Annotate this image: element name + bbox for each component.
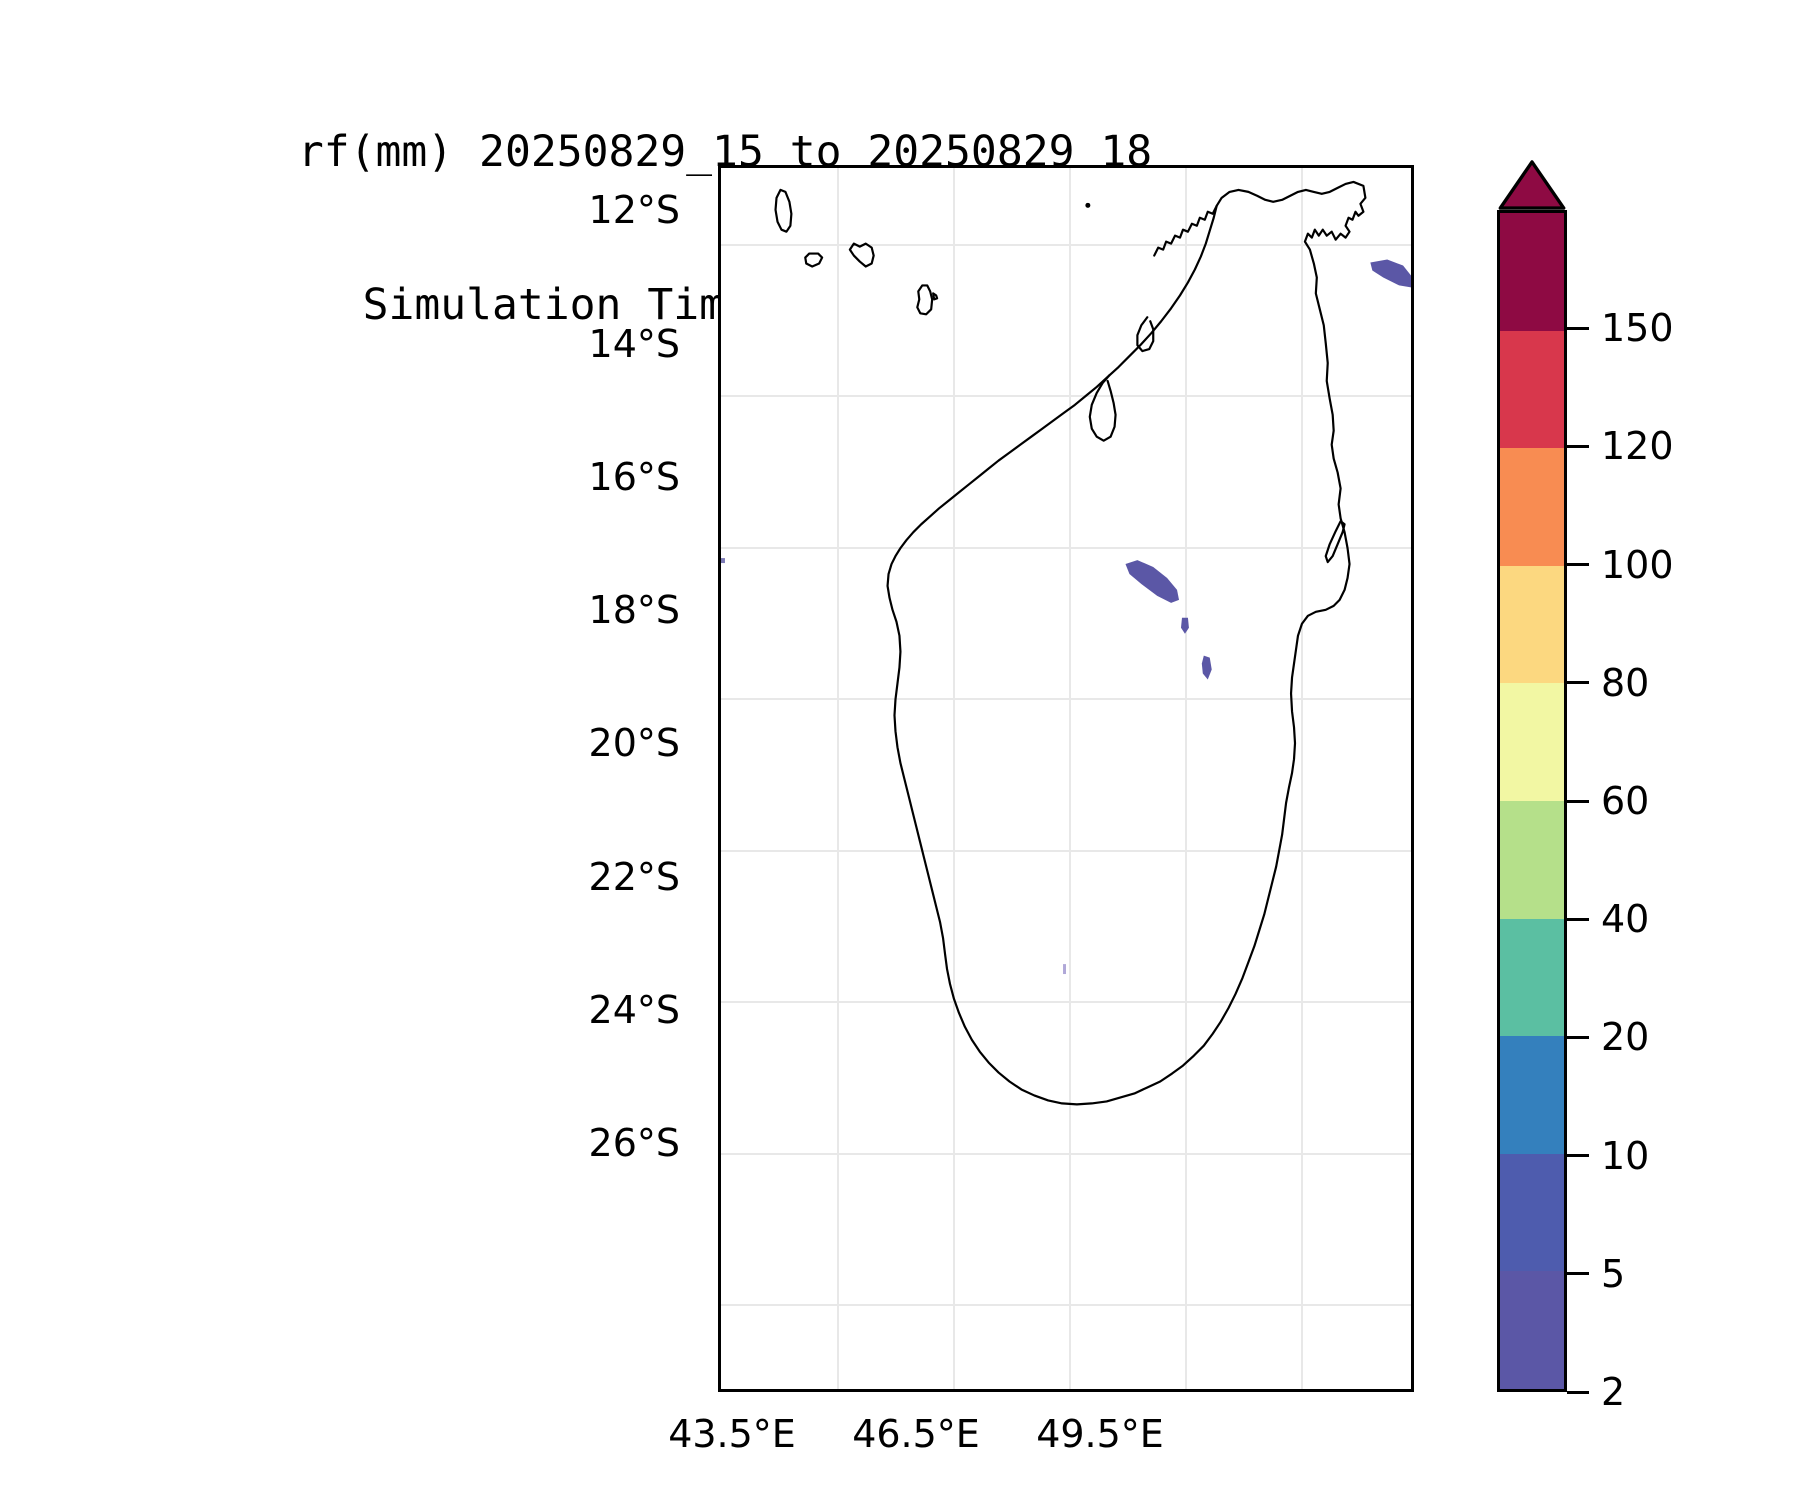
rain-cell-northeast <box>1370 259 1411 288</box>
ytick-label-26s: 26°S <box>588 1121 680 1165</box>
gridline-horizontal <box>721 546 1411 549</box>
xtick-label-435e: 43.5°E <box>668 1412 796 1456</box>
ytick-label-22s: 22°S <box>588 855 680 899</box>
colorbar-segment <box>1500 1153 1564 1272</box>
colorbar-tick-label: 100 <box>1601 542 1674 587</box>
colorbar-tick-mark <box>1567 799 1589 803</box>
colorbar-tick-mark <box>1567 1390 1589 1394</box>
gridline-horizontal <box>721 1001 1411 1004</box>
colorbar-tick-label: 120 <box>1601 424 1674 469</box>
colorbar-tick-label: 2 <box>1601 1370 1626 1414</box>
gridline-vertical <box>1069 168 1071 1389</box>
gridline-vertical <box>837 168 839 1389</box>
rain-cell-interior-trace <box>1063 964 1066 975</box>
colorbar-tick-label: 5 <box>1601 1251 1626 1296</box>
madagascar-coastline <box>774 180 1367 1106</box>
gridline-horizontal <box>721 849 1411 852</box>
colorbar-tick-mark <box>1567 444 1589 448</box>
rain-cell-east-central <box>1125 560 1180 603</box>
gridline-vertical <box>953 168 955 1389</box>
colorbar-tick-mark <box>1567 326 1589 330</box>
colorbar-gradient <box>1497 210 1567 1392</box>
ytick-label-24s: 24°S <box>588 988 680 1032</box>
colorbar-tick-mark <box>1567 1154 1589 1158</box>
gridline-vertical <box>1185 168 1187 1389</box>
colorbar: 2 5 10 20 40 60 80 100 120 150 <box>1497 160 1674 1414</box>
colorbar-segment <box>1500 1271 1564 1389</box>
ytick-label-16s: 16°S <box>588 455 680 499</box>
colorbar-tick-mark <box>1567 563 1589 567</box>
rain-cell-east-small-a <box>1181 617 1189 634</box>
xtick-label-465e: 46.5°E <box>852 1412 980 1456</box>
colorbar-segment <box>1500 683 1564 802</box>
colorbar-tick-mark <box>1567 1272 1589 1276</box>
colorbar-segment <box>1500 213 1564 331</box>
ytick-label-18s: 18°S <box>588 588 680 632</box>
colorbar-tick-label: 150 <box>1601 306 1674 351</box>
colorbar-tick-mark <box>1567 681 1589 685</box>
xtick-label-495e: 49.5°E <box>1036 1412 1164 1456</box>
colorbar-segment <box>1500 330 1564 449</box>
ytick-label-14s: 14°S <box>588 322 680 366</box>
colorbar-ticks: 2 5 10 20 40 60 80 100 120 150 <box>1567 160 1787 1414</box>
colorbar-tick-mark <box>1567 1035 1589 1039</box>
map-plot-area <box>718 165 1414 1392</box>
map-gridlines <box>721 168 1411 1389</box>
colorbar-tick-label: 20 <box>1601 1015 1650 1060</box>
gridline-horizontal <box>721 1304 1411 1307</box>
colorbar-segment <box>1500 918 1564 1037</box>
colorbar-tick-label: 60 <box>1601 779 1650 823</box>
rain-cell-east-small-b <box>1201 655 1212 680</box>
gridline-horizontal <box>721 1152 1411 1155</box>
colorbar-tick-label: 10 <box>1601 1133 1650 1178</box>
gridline-vertical <box>1301 168 1303 1389</box>
rain-cell-west-trace <box>721 558 725 564</box>
colorbar-tick-label: 80 <box>1601 660 1650 705</box>
colorbar-segment <box>1500 448 1564 566</box>
colorbar-tick-label: 40 <box>1601 897 1650 942</box>
rainfall-contour-regions <box>721 259 1411 975</box>
colorbar-extend-arrow <box>1498 160 1566 210</box>
gridline-horizontal <box>721 243 1411 246</box>
colorbar-segment <box>1500 801 1564 919</box>
colorbar-tick-mark <box>1567 917 1589 921</box>
colorbar-segment <box>1500 1036 1564 1154</box>
gridline-horizontal <box>721 698 1411 701</box>
ytick-label-12s: 12°S <box>588 188 680 232</box>
ytick-label-20s: 20°S <box>588 721 680 765</box>
colorbar-segment <box>1500 565 1564 684</box>
gridline-horizontal <box>721 395 1411 398</box>
